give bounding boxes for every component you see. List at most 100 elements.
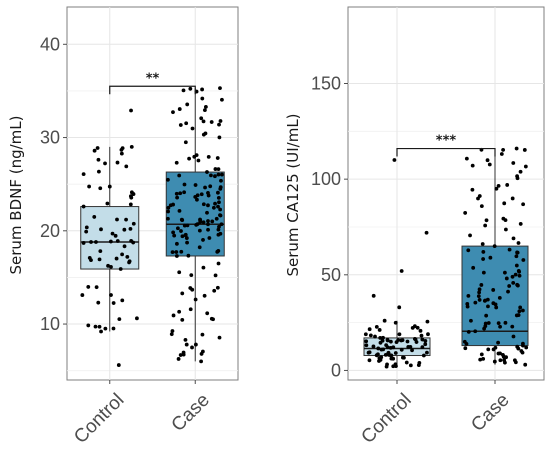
data-point xyxy=(205,210,209,215)
data-point xyxy=(89,240,93,244)
data-point xyxy=(496,351,501,356)
data-point xyxy=(177,208,182,213)
data-point xyxy=(179,229,183,233)
data-point xyxy=(115,217,119,222)
data-point xyxy=(504,276,509,281)
data-point xyxy=(400,338,405,343)
data-point xyxy=(176,357,181,361)
data-point xyxy=(166,205,171,210)
ca125-significance-bracket xyxy=(396,147,496,157)
data-point xyxy=(476,294,481,299)
data-point xyxy=(515,176,520,181)
data-point xyxy=(180,234,185,239)
box-control xyxy=(80,206,140,270)
data-point xyxy=(209,120,214,124)
data-point xyxy=(473,329,478,334)
data-point xyxy=(86,323,91,328)
data-point xyxy=(166,177,170,182)
data-point xyxy=(471,265,476,270)
data-point xyxy=(517,309,522,314)
data-point xyxy=(498,358,503,363)
bdnf-jitter-points xyxy=(80,86,224,367)
data-point xyxy=(96,300,101,305)
data-point xyxy=(108,239,113,244)
data-point xyxy=(483,223,488,228)
x-tick-label-control: Control xyxy=(70,390,128,448)
data-point xyxy=(391,345,396,350)
data-point xyxy=(412,324,417,329)
data-point xyxy=(213,174,217,179)
data-point xyxy=(371,293,376,298)
data-point xyxy=(195,197,199,202)
data-point xyxy=(99,227,103,232)
data-point xyxy=(425,319,430,324)
data-point xyxy=(99,329,103,334)
data-point xyxy=(195,222,200,227)
data-point xyxy=(201,238,205,242)
data-point xyxy=(200,332,205,337)
data-point xyxy=(184,236,189,240)
data-point xyxy=(120,298,125,303)
data-point xyxy=(473,300,478,305)
data-point xyxy=(189,273,194,278)
data-point xyxy=(511,280,516,285)
y-tick-label: 100 xyxy=(311,169,341,189)
data-point xyxy=(105,201,110,206)
data-point xyxy=(515,344,520,349)
data-point xyxy=(465,304,470,309)
data-point xyxy=(176,226,180,231)
data-point xyxy=(517,269,522,274)
data-point xyxy=(206,227,210,232)
data-point xyxy=(399,269,404,273)
data-point xyxy=(511,236,516,241)
data-point xyxy=(200,87,204,92)
data-point xyxy=(215,156,220,160)
data-point xyxy=(84,229,89,234)
data-point xyxy=(169,332,174,337)
data-point xyxy=(492,359,497,364)
data-point xyxy=(463,346,468,351)
data-point xyxy=(524,345,529,350)
data-point xyxy=(213,167,218,171)
data-point xyxy=(502,201,507,206)
data-point xyxy=(111,301,116,305)
data-point xyxy=(180,218,185,222)
data-point xyxy=(481,257,486,261)
data-point xyxy=(496,340,500,345)
data-point xyxy=(201,265,206,270)
data-point xyxy=(216,248,221,253)
data-point xyxy=(523,362,528,367)
data-point xyxy=(511,334,516,339)
data-point xyxy=(506,289,510,294)
data-point xyxy=(207,236,212,240)
data-point xyxy=(503,320,508,325)
data-point xyxy=(193,297,198,302)
data-point xyxy=(185,240,189,245)
data-point xyxy=(209,173,213,178)
bdnf-y-ticks: 10 20 30 40 xyxy=(40,34,67,334)
data-point xyxy=(404,360,409,365)
data-point xyxy=(97,324,102,329)
data-point xyxy=(513,272,518,277)
data-point xyxy=(510,274,515,279)
data-point xyxy=(115,239,120,243)
y-tick-label: 0 xyxy=(331,360,341,380)
data-point xyxy=(514,254,519,259)
data-point xyxy=(81,172,86,177)
data-point xyxy=(218,119,223,123)
data-point xyxy=(116,363,121,367)
data-point xyxy=(484,218,489,223)
data-point xyxy=(216,261,221,266)
data-point xyxy=(507,247,512,252)
data-point xyxy=(478,357,483,362)
data-point xyxy=(363,332,368,337)
data-point xyxy=(216,167,221,172)
data-point xyxy=(216,204,220,209)
box-case xyxy=(461,245,529,347)
data-point xyxy=(373,334,377,339)
data-point xyxy=(417,361,422,365)
data-point xyxy=(190,345,194,350)
data-point xyxy=(481,356,486,361)
data-point xyxy=(394,364,398,368)
bdnf-significance-label: ** xyxy=(146,71,160,86)
